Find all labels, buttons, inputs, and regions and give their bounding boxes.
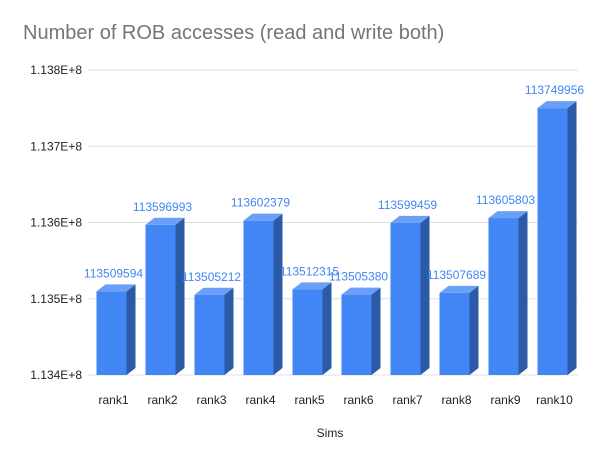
bar-side: [126, 284, 136, 375]
x-category-label: rank8: [441, 393, 471, 407]
bar: [292, 282, 332, 375]
x-category-label: rank6: [343, 393, 373, 407]
data-label: 113602379: [231, 196, 291, 210]
bar-top: [145, 217, 185, 225]
bar-front: [537, 108, 568, 376]
bar-top: [194, 287, 234, 295]
bar-side: [175, 217, 185, 375]
data-label: 113505380: [329, 270, 389, 284]
data-label: 113512315: [280, 264, 340, 278]
bar-side: [371, 287, 381, 375]
bar: [243, 213, 283, 375]
data-label: 113507689: [427, 268, 487, 282]
x-category-label: rank5: [294, 393, 324, 407]
x-axis-categories: rank1 rank2 rank3 rank4 rank5 rank6 rank7 rank8…: [98, 393, 573, 407]
bar-front: [145, 224, 176, 375]
bar-top: [390, 215, 430, 223]
bar: [439, 285, 479, 375]
y-tick-label: 1.135E+8: [30, 292, 82, 306]
bar-front: [243, 220, 274, 375]
x-category-label: rank3: [196, 393, 226, 407]
data-label: 113596993: [133, 200, 193, 214]
bar-side: [224, 287, 234, 375]
bar-front: [96, 291, 127, 375]
bar: [341, 287, 381, 375]
x-category-label: rank4: [245, 393, 275, 407]
data-label: 113505212: [182, 270, 242, 284]
bar-front: [292, 289, 323, 375]
bar-top: [537, 101, 577, 109]
bar-side: [420, 215, 430, 375]
y-tick-label: 1.137E+8: [30, 139, 82, 153]
bars: [96, 101, 577, 376]
bar-front: [341, 294, 372, 375]
bar-top: [96, 284, 136, 292]
bar-side: [322, 282, 332, 375]
x-axis-title: Sims: [317, 426, 344, 440]
bar-front: [488, 218, 519, 375]
chart-title: Number of ROB accesses (read and write b…: [23, 22, 445, 44]
bar: [96, 284, 136, 375]
bar-top: [292, 282, 332, 290]
bar: [194, 287, 234, 375]
y-tick-label: 1.134E+8: [30, 368, 82, 382]
bar-side: [518, 211, 528, 375]
bar: [145, 217, 185, 375]
bar-top: [341, 287, 381, 295]
data-label: 113749956: [525, 83, 585, 97]
bar: [390, 215, 430, 375]
bar-front: [439, 292, 470, 375]
bar: [537, 101, 577, 376]
x-category-label: rank7: [392, 393, 422, 407]
data-label: 113509594: [84, 266, 144, 280]
x-category-label: rank9: [490, 393, 520, 407]
data-label: 113605803: [476, 193, 536, 207]
bar-side: [567, 101, 577, 376]
bar-top: [243, 213, 283, 221]
bar: [488, 211, 528, 375]
y-axis-ticks: 1.134E+8 1.135E+8 1.136E+8 1.137E+8 1.138E+8: [30, 63, 82, 382]
bar-top: [439, 285, 479, 293]
x-category-label: rank2: [147, 393, 177, 407]
bar-top: [488, 211, 528, 219]
bar-front: [194, 294, 225, 375]
data-labels: 113509594 113596993 113505212 113602379 1135…: [84, 83, 585, 284]
bar-side: [273, 213, 283, 375]
bar-side: [469, 285, 479, 375]
y-tick-label: 1.138E+8: [30, 63, 82, 77]
data-label: 113599459: [378, 198, 438, 212]
x-category-label: rank10: [536, 393, 573, 407]
bar-front: [390, 222, 421, 375]
y-tick-label: 1.136E+8: [30, 216, 82, 230]
x-category-label: rank1: [98, 393, 128, 407]
